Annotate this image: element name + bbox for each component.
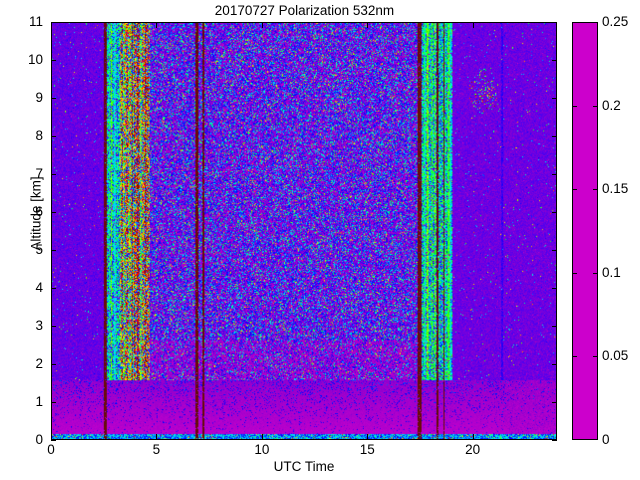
- colorbar-tick-mark: [593, 273, 598, 274]
- y-tick-label: 0: [35, 432, 43, 447]
- colorbar-tick-label: 0: [602, 432, 610, 447]
- colorbar-gradient: [573, 23, 597, 439]
- heatmap-axes: [51, 22, 557, 440]
- y-tick-mark: [51, 288, 56, 289]
- x-tick-mark: [262, 434, 263, 439]
- y-tick-label: 1: [35, 394, 43, 409]
- y-tick-mark: [552, 364, 557, 365]
- y-tick-mark: [51, 364, 56, 365]
- y-tick-mark: [552, 326, 557, 327]
- y-tick-mark: [51, 440, 56, 441]
- y-tick-label: 3: [35, 318, 43, 333]
- x-tick-label: 5: [152, 442, 161, 457]
- x-tick-mark: [367, 23, 368, 28]
- y-tick-mark: [552, 136, 557, 137]
- y-tick-mark: [51, 174, 56, 175]
- y-tick-mark: [552, 402, 557, 403]
- y-tick-mark: [552, 174, 557, 175]
- x-axis-label: UTC Time: [273, 459, 335, 474]
- y-tick-mark: [552, 212, 557, 213]
- y-tick-mark: [51, 250, 56, 251]
- y-tick-label: 6: [35, 204, 43, 219]
- y-tick-mark: [552, 440, 557, 441]
- colorbar-tick-mark: [572, 189, 577, 190]
- colorbar-tick-label: 0.1: [602, 264, 621, 280]
- colorbar-tick-label: 0.2: [602, 97, 621, 113]
- x-tick-label: 0: [47, 442, 55, 457]
- x-tick-mark: [156, 23, 157, 28]
- y-tick-mark: [51, 402, 56, 403]
- y-tick-label: 9: [35, 90, 43, 105]
- y-tick-label: 8: [35, 128, 43, 143]
- y-tick-label: 4: [35, 280, 43, 295]
- y-tick-mark: [51, 136, 56, 137]
- y-tick-mark: [552, 98, 557, 99]
- colorbar-tick-mark: [593, 356, 598, 357]
- x-tick-mark: [51, 23, 52, 28]
- y-tick-label: 5: [35, 242, 43, 257]
- y-tick-mark: [51, 60, 56, 61]
- colorbar-tick-mark: [593, 189, 598, 190]
- y-tick-mark: [51, 22, 56, 23]
- y-tick-label: 11: [28, 14, 43, 29]
- y-tick-mark: [552, 288, 557, 289]
- colorbar-tick-mark: [572, 356, 577, 357]
- x-tick-mark: [367, 434, 368, 439]
- x-tick-label: 20: [465, 442, 481, 457]
- colorbar-tick-mark: [593, 106, 598, 107]
- colorbar-tick-label: 0.15: [602, 181, 629, 197]
- colorbar-tick-label: 0.25: [602, 14, 629, 29]
- x-tick-label: 15: [359, 442, 375, 457]
- x-tick-mark: [473, 23, 474, 28]
- y-tick-mark: [51, 326, 56, 327]
- colorbar-tick-label: 0.05: [602, 348, 629, 364]
- heatmap-canvas: [52, 23, 556, 439]
- x-tick-mark: [156, 434, 157, 439]
- colorbar-tick-mark: [572, 273, 577, 274]
- y-tick-mark: [552, 22, 557, 23]
- y-tick-label: 7: [35, 166, 43, 181]
- y-tick-mark: [51, 212, 56, 213]
- x-tick-label: 10: [254, 442, 270, 457]
- y-tick-label: 2: [35, 356, 43, 371]
- y-tick-mark: [552, 60, 557, 61]
- y-tick-label: 10: [27, 52, 43, 67]
- x-tick-mark: [262, 23, 263, 28]
- y-tick-mark: [51, 98, 56, 99]
- x-tick-mark: [473, 434, 474, 439]
- y-tick-mark: [552, 250, 557, 251]
- colorbar-tick-mark: [572, 106, 577, 107]
- plot-title: 20170727 Polarization 532nm: [214, 3, 395, 18]
- x-tick-mark: [51, 434, 52, 439]
- colorbar: [572, 22, 598, 440]
